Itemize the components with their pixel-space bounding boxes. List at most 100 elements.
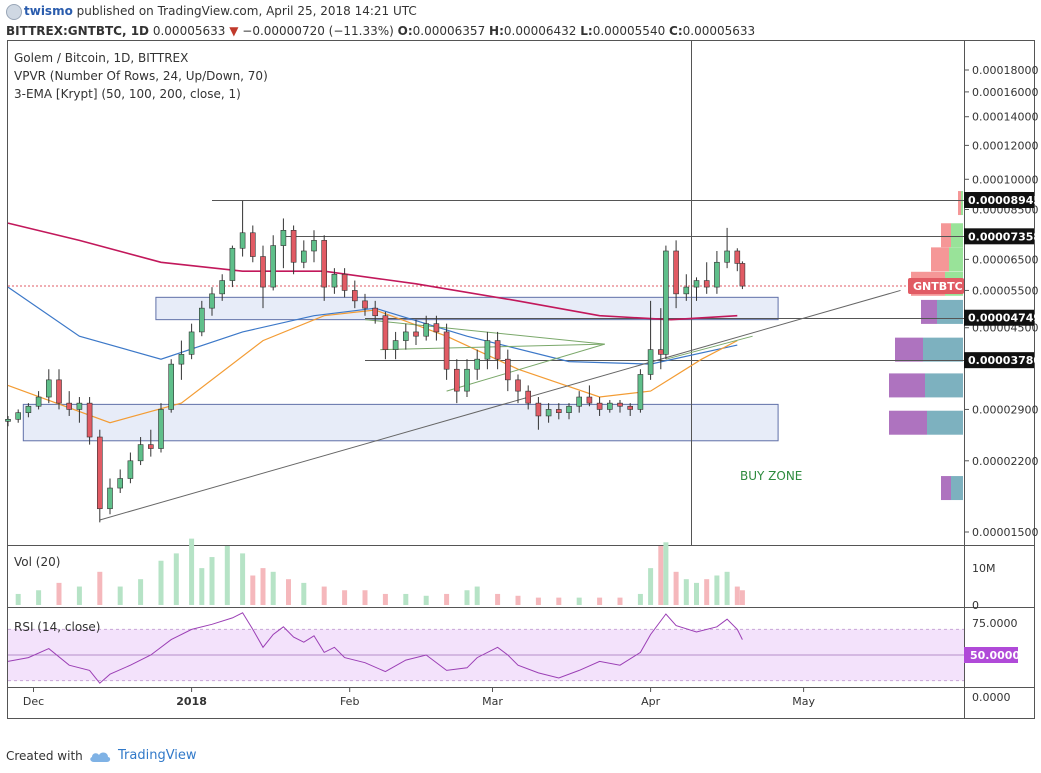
vpvr-legend[interactable]: VPVR (Number Of Rows, 24, Up/Down, 70) [14, 69, 268, 83]
candle[interactable] [566, 403, 572, 420]
candle[interactable] [35, 391, 42, 410]
candle-body [734, 250, 741, 264]
candle[interactable] [402, 323, 409, 350]
candle[interactable] [5, 415, 11, 427]
candle[interactable] [45, 369, 52, 404]
candle-body [107, 487, 113, 510]
volume-bar [342, 590, 348, 605]
trendline-2[interactable] [380, 343, 605, 351]
tradingview-brand[interactable]: TradingView [118, 748, 197, 763]
trendline-4[interactable] [665, 335, 753, 360]
candle[interactable] [25, 403, 32, 418]
candle[interactable] [66, 391, 72, 416]
candle[interactable] [290, 225, 297, 275]
candle[interactable] [362, 293, 368, 316]
candle[interactable] [683, 274, 690, 301]
candle[interactable] [693, 277, 700, 301]
trendline-1[interactable] [364, 319, 605, 345]
trendline-3[interactable] [446, 343, 605, 392]
price-badge[interactable] [964, 192, 1034, 209]
candle[interactable] [504, 349, 511, 392]
candle[interactable] [413, 319, 419, 346]
candle[interactable] [382, 311, 389, 360]
candle[interactable] [331, 268, 338, 294]
candle[interactable] [392, 331, 399, 360]
candle[interactable] [703, 262, 710, 294]
ema-legend[interactable]: 3-EMA [Krypt] (50, 100, 200, close, 1) [14, 87, 241, 101]
support-zone-1[interactable] [22, 403, 779, 442]
candle[interactable] [280, 218, 287, 269]
author-name[interactable]: twismo [24, 4, 73, 18]
candle[interactable] [464, 359, 470, 398]
candle[interactable] [311, 230, 317, 263]
candle-body [433, 323, 440, 333]
candle[interactable] [494, 331, 501, 370]
rsi-legend[interactable]: RSI (14, close) [14, 620, 100, 634]
candle[interactable] [250, 225, 256, 263]
candle[interactable] [433, 315, 440, 341]
candle[interactable] [188, 323, 195, 360]
candle[interactable] [158, 403, 164, 453]
candle[interactable] [724, 227, 730, 269]
candle[interactable] [474, 349, 481, 380]
candle[interactable] [270, 235, 277, 291]
candle[interactable] [555, 403, 562, 420]
price-chart[interactable]: 10M 0 75.0000 50.0000 0.0000 0.00018000 0.0001… [0, 40, 1041, 745]
candle[interactable] [647, 300, 654, 380]
candle[interactable] [199, 300, 205, 337]
candle[interactable] [453, 359, 460, 404]
candle[interactable] [739, 261, 746, 290]
candle[interactable] [576, 391, 583, 413]
candle[interactable] [56, 369, 62, 410]
author-avatar[interactable] [6, 4, 22, 20]
candle[interactable] [545, 403, 552, 423]
symbol-badge[interactable] [908, 277, 964, 294]
candle[interactable] [97, 429, 103, 523]
candle[interactable] [734, 248, 741, 272]
candle[interactable] [586, 385, 593, 407]
candle[interactable] [637, 369, 644, 413]
trendline-0[interactable] [99, 289, 901, 521]
candle[interactable] [127, 452, 134, 484]
candle[interactable] [606, 400, 613, 413]
candle[interactable] [260, 245, 266, 309]
candle[interactable] [178, 340, 185, 380]
candle[interactable] [423, 315, 430, 341]
candle[interactable] [673, 240, 679, 309]
candle[interactable] [525, 385, 532, 410]
candle[interactable] [714, 250, 720, 294]
candle[interactable] [535, 397, 542, 430]
candle[interactable] [484, 331, 491, 370]
candle-body [647, 349, 654, 375]
candle[interactable] [229, 245, 236, 288]
candle[interactable] [219, 274, 225, 301]
candle[interactable] [86, 397, 93, 445]
price-badge[interactable] [964, 352, 1034, 369]
candle[interactable] [321, 235, 328, 301]
price-badge[interactable] [964, 309, 1034, 326]
vpvr-down-6 [889, 373, 925, 398]
candle[interactable] [15, 409, 21, 423]
candle[interactable] [372, 300, 379, 324]
candle[interactable] [596, 397, 603, 416]
candle[interactable] [168, 359, 174, 413]
candle[interactable] [300, 240, 307, 269]
candle[interactable] [341, 268, 348, 298]
candle[interactable] [351, 280, 358, 309]
support-zone-0[interactable] [155, 296, 779, 321]
candle[interactable] [107, 478, 113, 515]
candle[interactable] [627, 403, 634, 416]
candle[interactable] [117, 469, 123, 494]
volume-bar [224, 546, 230, 605]
candle[interactable] [148, 429, 154, 457]
candle[interactable] [443, 323, 450, 380]
candle[interactable] [515, 374, 521, 404]
price-badge[interactable] [964, 228, 1034, 245]
candle[interactable] [76, 397, 83, 423]
candle[interactable] [663, 245, 669, 360]
candle[interactable] [617, 400, 623, 413]
volume-legend[interactable]: Vol (20) [14, 555, 60, 569]
candle[interactable] [137, 437, 144, 466]
candle[interactable] [239, 200, 246, 257]
candle[interactable] [209, 287, 215, 316]
